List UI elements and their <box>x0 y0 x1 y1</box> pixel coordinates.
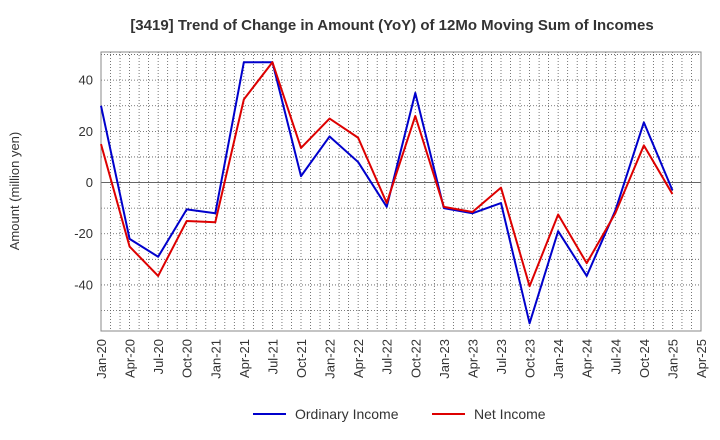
legend-label: Net Income <box>474 406 546 422</box>
x-tick-label: Jan-25 <box>665 339 680 379</box>
x-tick-label: Apr-25 <box>694 339 709 378</box>
x-tick-label: Apr-24 <box>580 339 595 378</box>
series-line-net-income <box>100 61 674 288</box>
legend: Ordinary Income Net Income <box>253 406 546 422</box>
y-tick-label: 20 <box>79 124 93 139</box>
x-tick-label: Oct-23 <box>523 339 538 378</box>
x-tick-label: Apr-20 <box>123 339 138 378</box>
x-tick-label: Jan-23 <box>437 339 452 379</box>
x-tick-label: Apr-22 <box>351 339 366 378</box>
x-tick-label: Jan-24 <box>551 339 566 379</box>
plot-area: -40 -20 0 20 40 Jan-20 Apr-20 Jul-20 Oct-20 Jan-2… <box>74 51 709 379</box>
plot-frame <box>100 51 702 332</box>
y-tick-label: 0 <box>86 175 93 190</box>
series-line-ordinary-income <box>100 61 674 325</box>
y-tick-label: -40 <box>74 277 93 292</box>
legend-label: Ordinary Income <box>295 406 399 422</box>
y-axis-title: Amount (million yen) <box>7 132 22 251</box>
x-tick-label: Oct-24 <box>637 339 652 378</box>
x-tick-label: Apr-21 <box>237 339 252 378</box>
x-tick-label: Oct-21 <box>294 339 309 378</box>
y-tick-label: -20 <box>74 226 93 241</box>
x-tick-label: Jul-23 <box>494 339 509 374</box>
x-tick-label: Jul-20 <box>151 339 166 374</box>
x-tick-label: Oct-22 <box>408 339 423 378</box>
plot-background <box>101 52 701 331</box>
x-tick-label: Oct-20 <box>180 339 195 378</box>
x-tick-label: Jul-21 <box>265 339 280 374</box>
x-tick-label: Jul-24 <box>608 339 623 374</box>
y-tick-label: 40 <box>79 73 93 88</box>
x-tick-label: Apr-23 <box>465 339 480 378</box>
x-tick-label: Jul-22 <box>380 339 395 374</box>
chart-title: [3419] Trend of Change in Amount (YoY) o… <box>130 17 653 34</box>
x-tick-label: Jan-20 <box>94 339 109 379</box>
x-tick-label: Jan-21 <box>208 339 223 379</box>
x-tick-label: Jan-22 <box>323 339 338 379</box>
